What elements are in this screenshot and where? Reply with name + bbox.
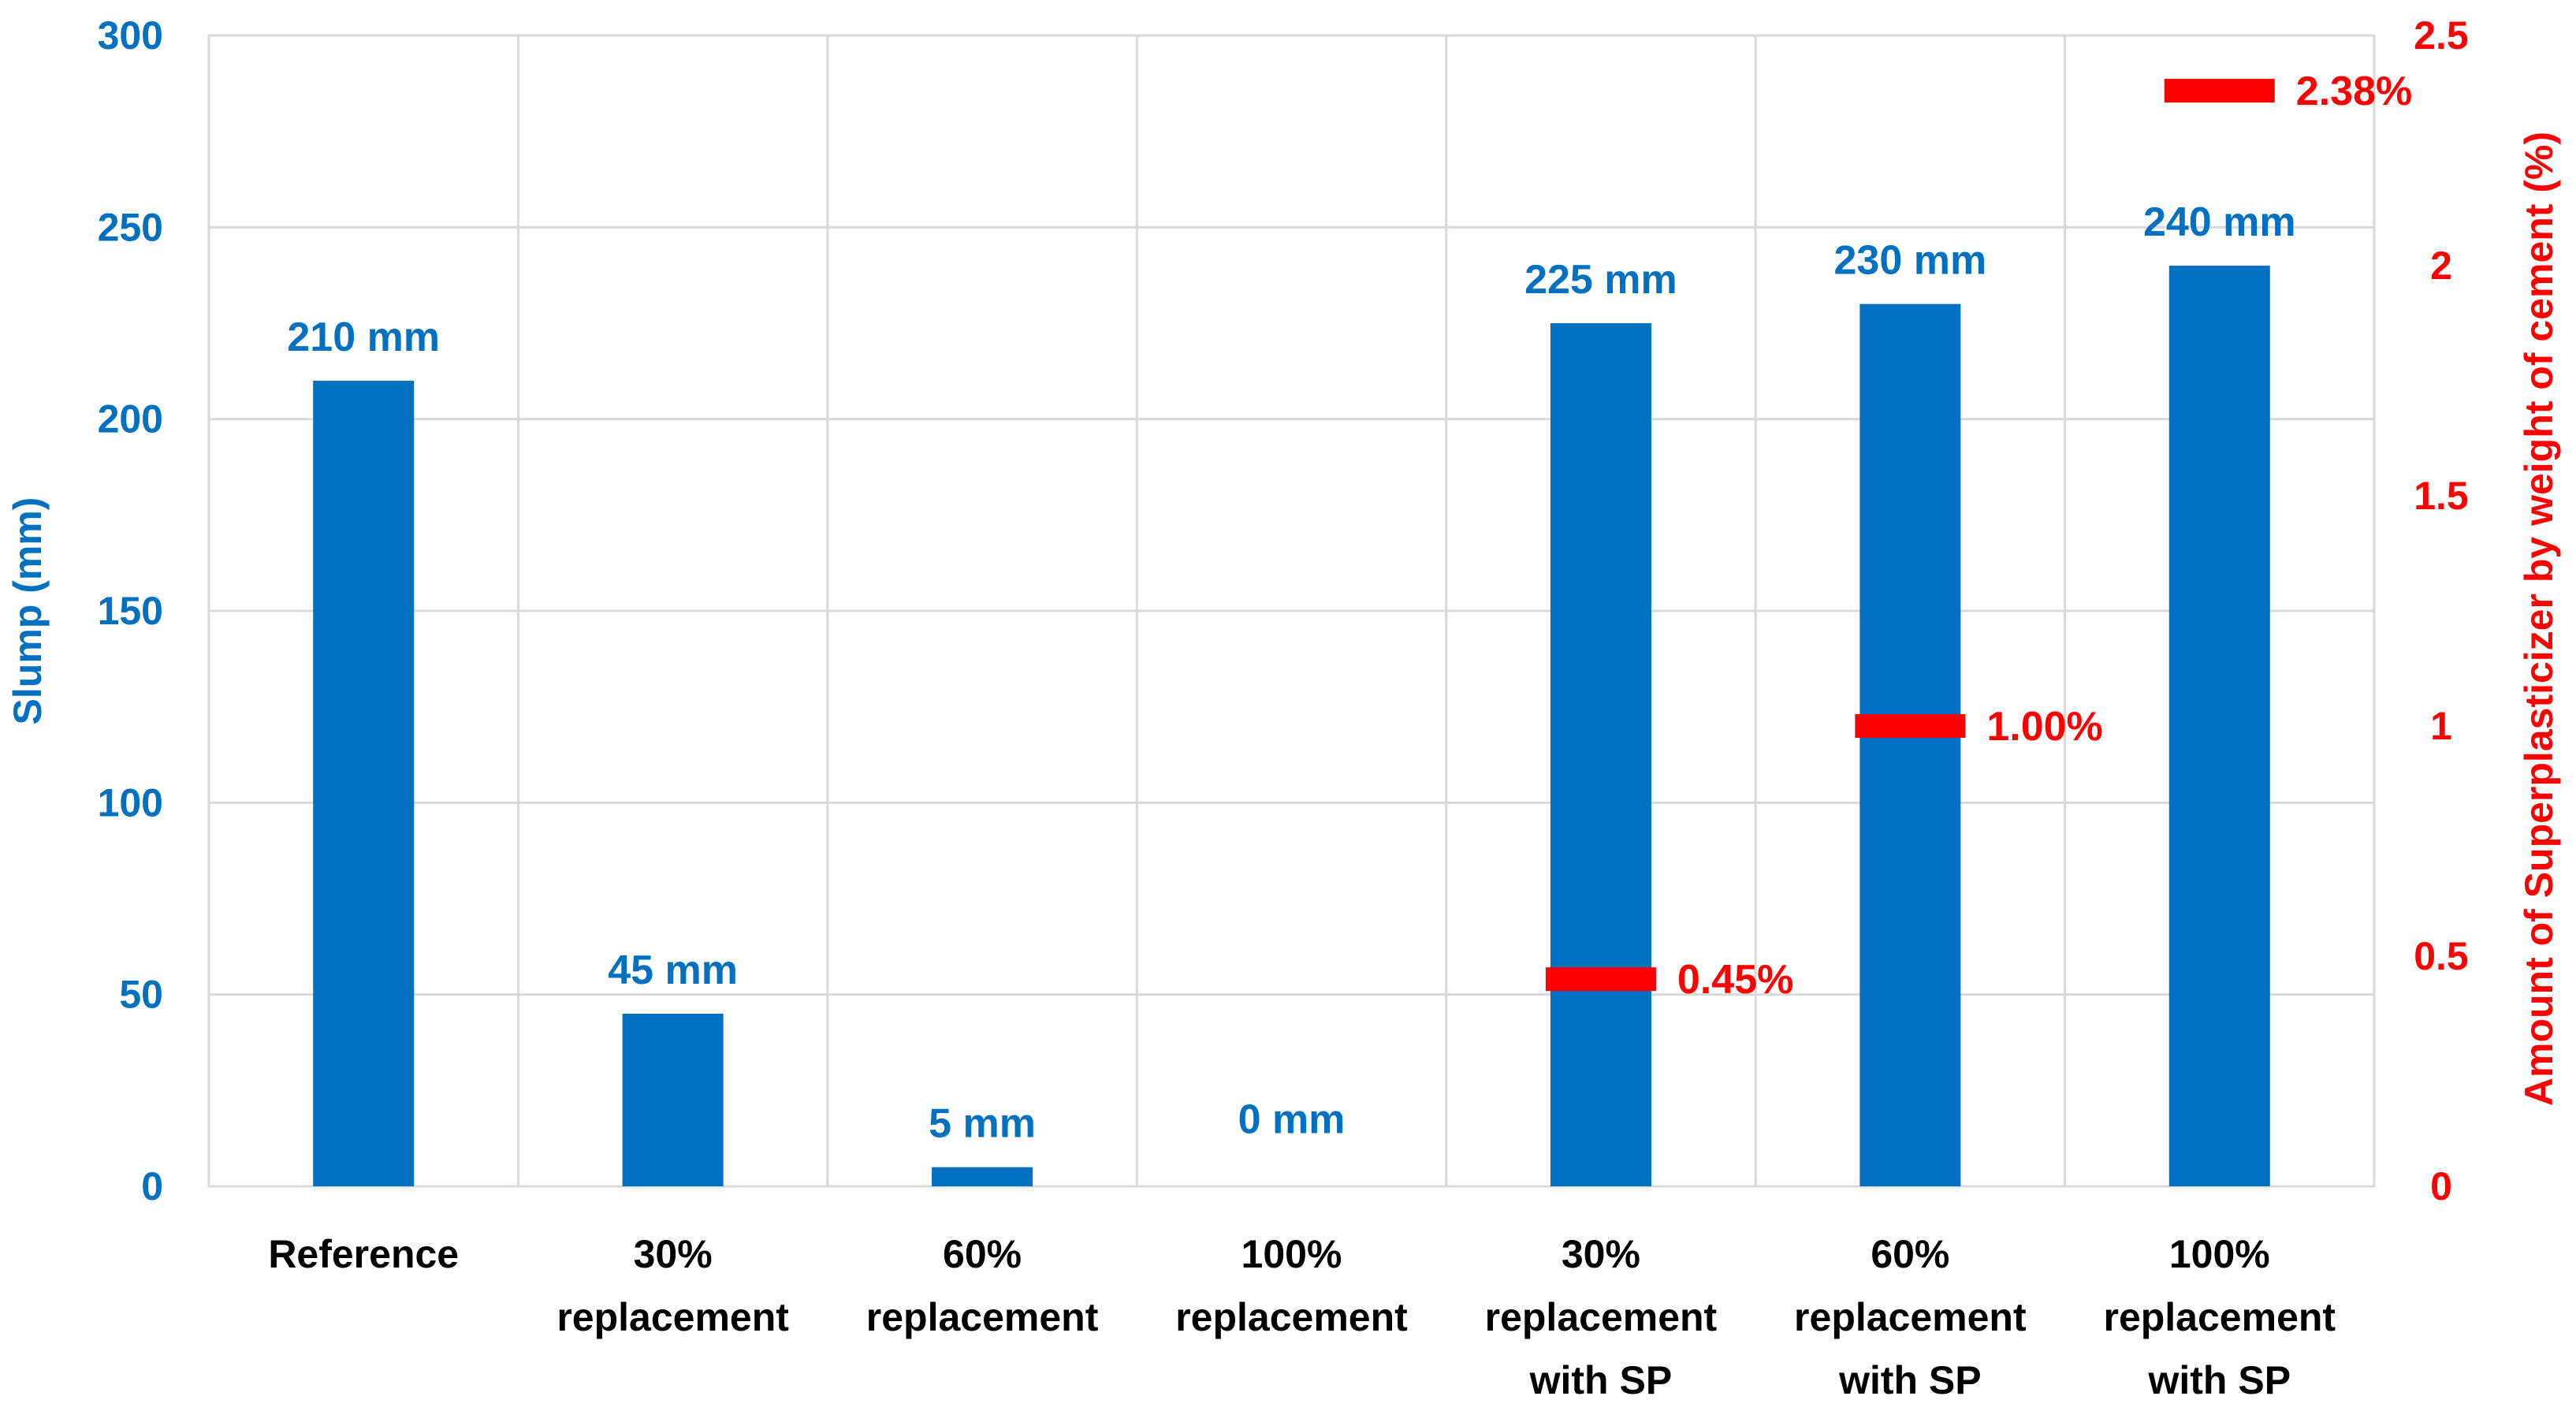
sp-value-label: 2.38% <box>2296 69 2412 114</box>
sp-value-label: 0.45% <box>1677 957 1793 1003</box>
x-category-label: 30% <box>634 1232 713 1276</box>
y-tick-label-right: 2 <box>2430 244 2452 288</box>
x-category-label: 60% <box>1871 1232 1949 1276</box>
x-category-label: replacement <box>557 1295 789 1339</box>
bar-value-label: 230 mm <box>1834 238 1987 284</box>
bar <box>1550 323 1651 1186</box>
x-category-label: replacement <box>1794 1295 2027 1339</box>
sp-marker <box>2164 79 2275 103</box>
y-tick-label-right: 1.5 <box>2414 474 2469 518</box>
y-tick-label-left: 300 <box>98 13 163 58</box>
y-tick-label-left: 50 <box>119 973 163 1017</box>
x-category-label: Reference <box>268 1232 459 1276</box>
x-category-label: replacement <box>866 1295 1099 1339</box>
x-category-label: with SP <box>2147 1358 2291 1402</box>
y-axis-title-left: Slump (mm) <box>6 497 50 725</box>
x-category-label: 60% <box>943 1232 1022 1276</box>
x-category-label: replacement <box>2103 1295 2336 1339</box>
bar <box>622 1014 724 1186</box>
x-category-label: with SP <box>1529 1358 1673 1402</box>
bar-value-label: 210 mm <box>287 315 440 360</box>
bar <box>2168 266 2270 1186</box>
bar <box>1859 303 1961 1187</box>
y-tick-label-right: 0 <box>2430 1164 2452 1208</box>
y-tick-label-right: 0.5 <box>2414 934 2469 978</box>
bar-value-label: 0 mm <box>1238 1097 1346 1143</box>
y-tick-label-left: 100 <box>98 780 163 825</box>
sp-value-label: 1.00% <box>1986 704 2102 750</box>
x-category-label: replacement <box>1175 1295 1408 1339</box>
bar-value-label: 45 mm <box>608 947 738 993</box>
bar <box>313 381 415 1186</box>
x-category-label: with SP <box>1838 1358 1982 1402</box>
y-tick-label-left: 250 <box>98 205 163 249</box>
y-tick-label-left: 150 <box>98 589 163 633</box>
y-tick-label-left: 200 <box>98 397 163 441</box>
y-tick-label-right: 1 <box>2430 704 2452 748</box>
bar-value-label: 5 mm <box>929 1101 1036 1147</box>
bar-value-label: 225 mm <box>1524 257 1677 303</box>
x-category-label: 100% <box>1241 1232 1342 1276</box>
bar <box>932 1167 1033 1186</box>
sp-marker <box>1545 967 1656 992</box>
x-category-label: 30% <box>1562 1232 1640 1276</box>
y-axis-title-right: Amount of Superplasticizer by weight of … <box>2517 132 2561 1106</box>
bar-value-label: 240 mm <box>2143 199 2296 245</box>
y-tick-label-right: 2.5 <box>2414 13 2469 58</box>
x-category-label: replacement <box>1485 1295 1718 1339</box>
y-tick-label-left: 0 <box>141 1164 163 1208</box>
x-category-label: 100% <box>2169 1232 2270 1276</box>
sp-marker <box>1855 714 1966 738</box>
